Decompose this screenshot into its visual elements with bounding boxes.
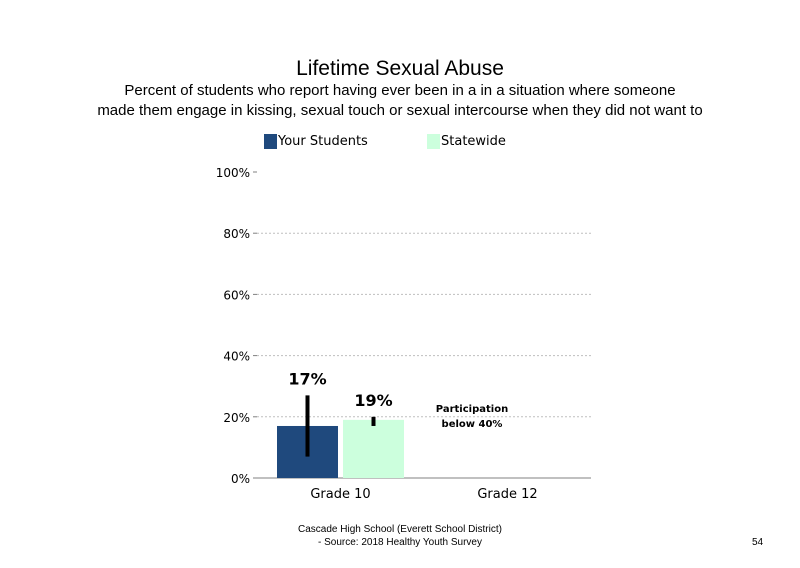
footer-school: Cascade High School (Everett School Dist… bbox=[298, 524, 502, 535]
legend-label-statewide: Statewide bbox=[441, 134, 506, 149]
chart-title: Lifetime Sexual Abuse bbox=[296, 57, 504, 80]
y-tick-label: 100% bbox=[216, 166, 250, 180]
data-label-1-0: 19% bbox=[354, 391, 392, 410]
subtitle-line-1: Percent of students who report having ev… bbox=[124, 82, 676, 99]
y-tick-label: 80% bbox=[223, 227, 250, 241]
x-tick-label: Grade 12 bbox=[477, 487, 537, 502]
y-tick-label: 60% bbox=[223, 288, 250, 302]
chart-subtitle: Percent of students who report having ev… bbox=[40, 81, 760, 121]
bar-1-0 bbox=[343, 419, 404, 478]
annotation-line: Participation bbox=[436, 404, 508, 415]
subtitle-line-2: made them engage in kissing, sexual touc… bbox=[97, 102, 703, 119]
legend-swatch-your-students bbox=[264, 134, 277, 149]
y-tick-label: 0% bbox=[231, 472, 250, 486]
legend-swatch-statewide bbox=[427, 134, 440, 149]
x-tick-label: Grade 10 bbox=[310, 487, 370, 502]
y-tick-label: 40% bbox=[223, 350, 250, 364]
y-tick-label: 20% bbox=[223, 411, 250, 425]
chart-legend: Your Students Statewide bbox=[0, 133, 800, 153]
legend-label-your-students: Your Students bbox=[278, 134, 368, 149]
footer-source: - Source: 2018 Healthy Youth Survey bbox=[318, 537, 482, 548]
footer: Cascade High School (Everett School Dist… bbox=[200, 523, 600, 549]
page-number: 54 bbox=[752, 537, 764, 548]
data-label-0-0: 17% bbox=[288, 369, 326, 388]
participation-annotation: Participation below 40% bbox=[436, 404, 508, 430]
annotation-line: below 40% bbox=[442, 419, 503, 430]
